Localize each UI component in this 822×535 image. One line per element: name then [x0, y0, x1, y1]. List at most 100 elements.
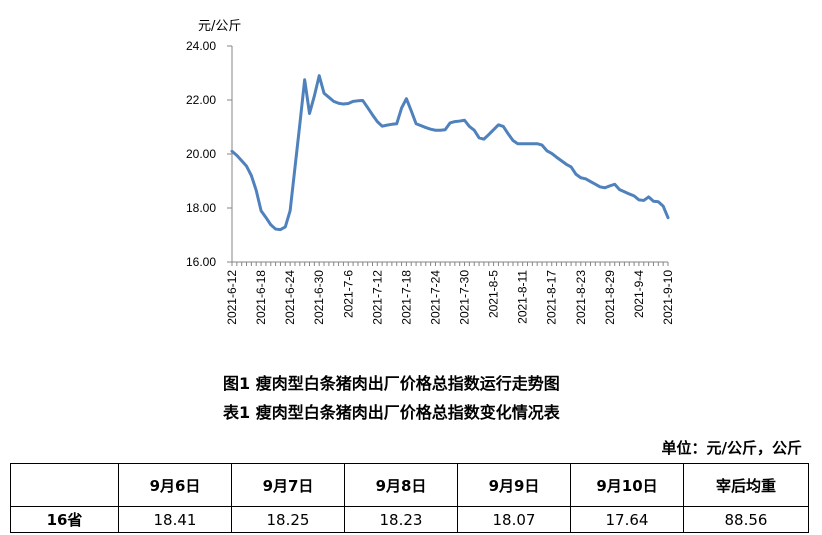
data-point	[313, 94, 316, 97]
y-tick-label: 24.00	[186, 39, 216, 53]
data-point	[444, 128, 447, 131]
data-point	[332, 100, 335, 103]
x-tick-label: 2021-7-6	[341, 270, 355, 318]
data-point	[240, 159, 243, 162]
data-point	[386, 124, 389, 127]
data-point	[429, 128, 432, 131]
table-cell: 88.56	[683, 506, 809, 533]
data-point	[298, 123, 301, 126]
x-tick-label: 2021-7-12	[370, 270, 384, 325]
x-tick-label: 2021-9-10	[661, 270, 675, 325]
data-point	[657, 200, 660, 203]
x-tick-label: 2021-6-18	[254, 270, 268, 325]
data-point	[516, 142, 519, 145]
x-tick-label: 2021-7-24	[428, 270, 442, 325]
price-index-line-chart: 元/公斤 16.00 18.00 20.00 22.00 24.00 2021-6-12…	[186, 19, 675, 325]
data-point	[521, 142, 524, 145]
table-cell: 18.41	[118, 506, 232, 533]
data-point	[255, 189, 258, 192]
figure-caption: 图1 瘦肉型白条猪肉出厂价格总指数运行走势图	[223, 374, 560, 393]
data-point	[289, 209, 292, 212]
data-point	[662, 205, 665, 208]
price-table: 9月6日 9月7日 9月8日 9月9日 9月10日 宰后均重 16省 18.41…	[10, 463, 809, 533]
data-point	[570, 165, 573, 168]
data-point	[604, 186, 607, 189]
data-point	[623, 190, 626, 193]
data-point	[526, 142, 529, 145]
table-header-cell: 9月8日	[344, 463, 458, 507]
data-point	[410, 109, 413, 112]
data-point	[400, 107, 403, 110]
data-point	[361, 99, 364, 102]
table-cell: 18.07	[457, 506, 571, 533]
data-point	[356, 99, 359, 102]
data-point	[511, 139, 514, 142]
data-point	[449, 121, 452, 124]
x-tick-label: 2021-6-12	[225, 270, 239, 325]
data-point	[269, 223, 272, 226]
table-cell: 18.23	[344, 506, 458, 533]
data-point	[468, 125, 471, 128]
y-axis-unit-label: 元/公斤	[198, 19, 241, 34]
data-point	[637, 198, 640, 201]
data-point	[264, 216, 267, 219]
data-point	[482, 138, 485, 141]
data-point	[589, 180, 592, 183]
data-point	[628, 192, 631, 195]
data-point	[439, 129, 442, 132]
table-header-cell: 9月10日	[570, 463, 684, 507]
data-point	[473, 129, 476, 132]
data-point	[642, 199, 645, 202]
data-point	[260, 209, 263, 212]
data-point	[502, 125, 505, 128]
data-point	[376, 120, 379, 123]
x-tick-label: 2021-8-17	[545, 270, 559, 325]
data-point	[424, 126, 427, 129]
data-point	[405, 97, 408, 100]
data-point	[599, 185, 602, 188]
data-point	[250, 174, 253, 177]
x-tick-label: 2021-8-11	[516, 270, 530, 324]
table-cell: 17.64	[570, 506, 684, 533]
data-point	[395, 122, 398, 125]
data-point	[584, 177, 587, 180]
data-point	[342, 103, 345, 106]
data-point	[478, 136, 481, 139]
data-point	[541, 144, 544, 147]
table-row-label: 16省	[10, 506, 119, 533]
data-point	[235, 154, 238, 157]
table-header-row: 9月6日 9月7日 9月8日 9月9日 9月10日 宰后均重	[10, 463, 809, 507]
data-point	[647, 195, 650, 198]
data-point	[579, 176, 582, 179]
data-point	[574, 173, 577, 176]
x-tick-label: 2021-9-4	[632, 270, 646, 318]
x-tick-label: 2021-7-18	[399, 270, 413, 325]
data-point	[458, 120, 461, 123]
data-point	[667, 216, 670, 219]
data-point	[284, 225, 287, 228]
data-point	[453, 120, 456, 123]
data-point	[231, 150, 234, 153]
y-tick-label: 16.00	[186, 255, 216, 269]
table-header-cell: 9月9日	[457, 463, 571, 507]
table-header-cell	[10, 463, 119, 507]
data-point	[390, 123, 393, 126]
series-line	[230, 74, 670, 232]
data-point	[415, 122, 418, 125]
table-header-cell: 9月6日	[118, 463, 232, 507]
data-point	[381, 125, 384, 128]
y-tick-label: 22.00	[186, 93, 216, 107]
data-point	[613, 183, 616, 186]
data-point	[434, 129, 437, 132]
x-tick-label: 2021-6-24	[283, 270, 297, 325]
data-point	[550, 152, 553, 155]
data-point	[274, 228, 277, 231]
data-point	[293, 166, 296, 169]
data-point	[419, 124, 422, 127]
x-tick-label: 2021-8-29	[603, 270, 617, 325]
data-point	[594, 183, 597, 186]
data-point	[618, 188, 621, 191]
data-point	[371, 113, 374, 116]
data-point	[560, 159, 563, 162]
data-point	[347, 102, 350, 105]
